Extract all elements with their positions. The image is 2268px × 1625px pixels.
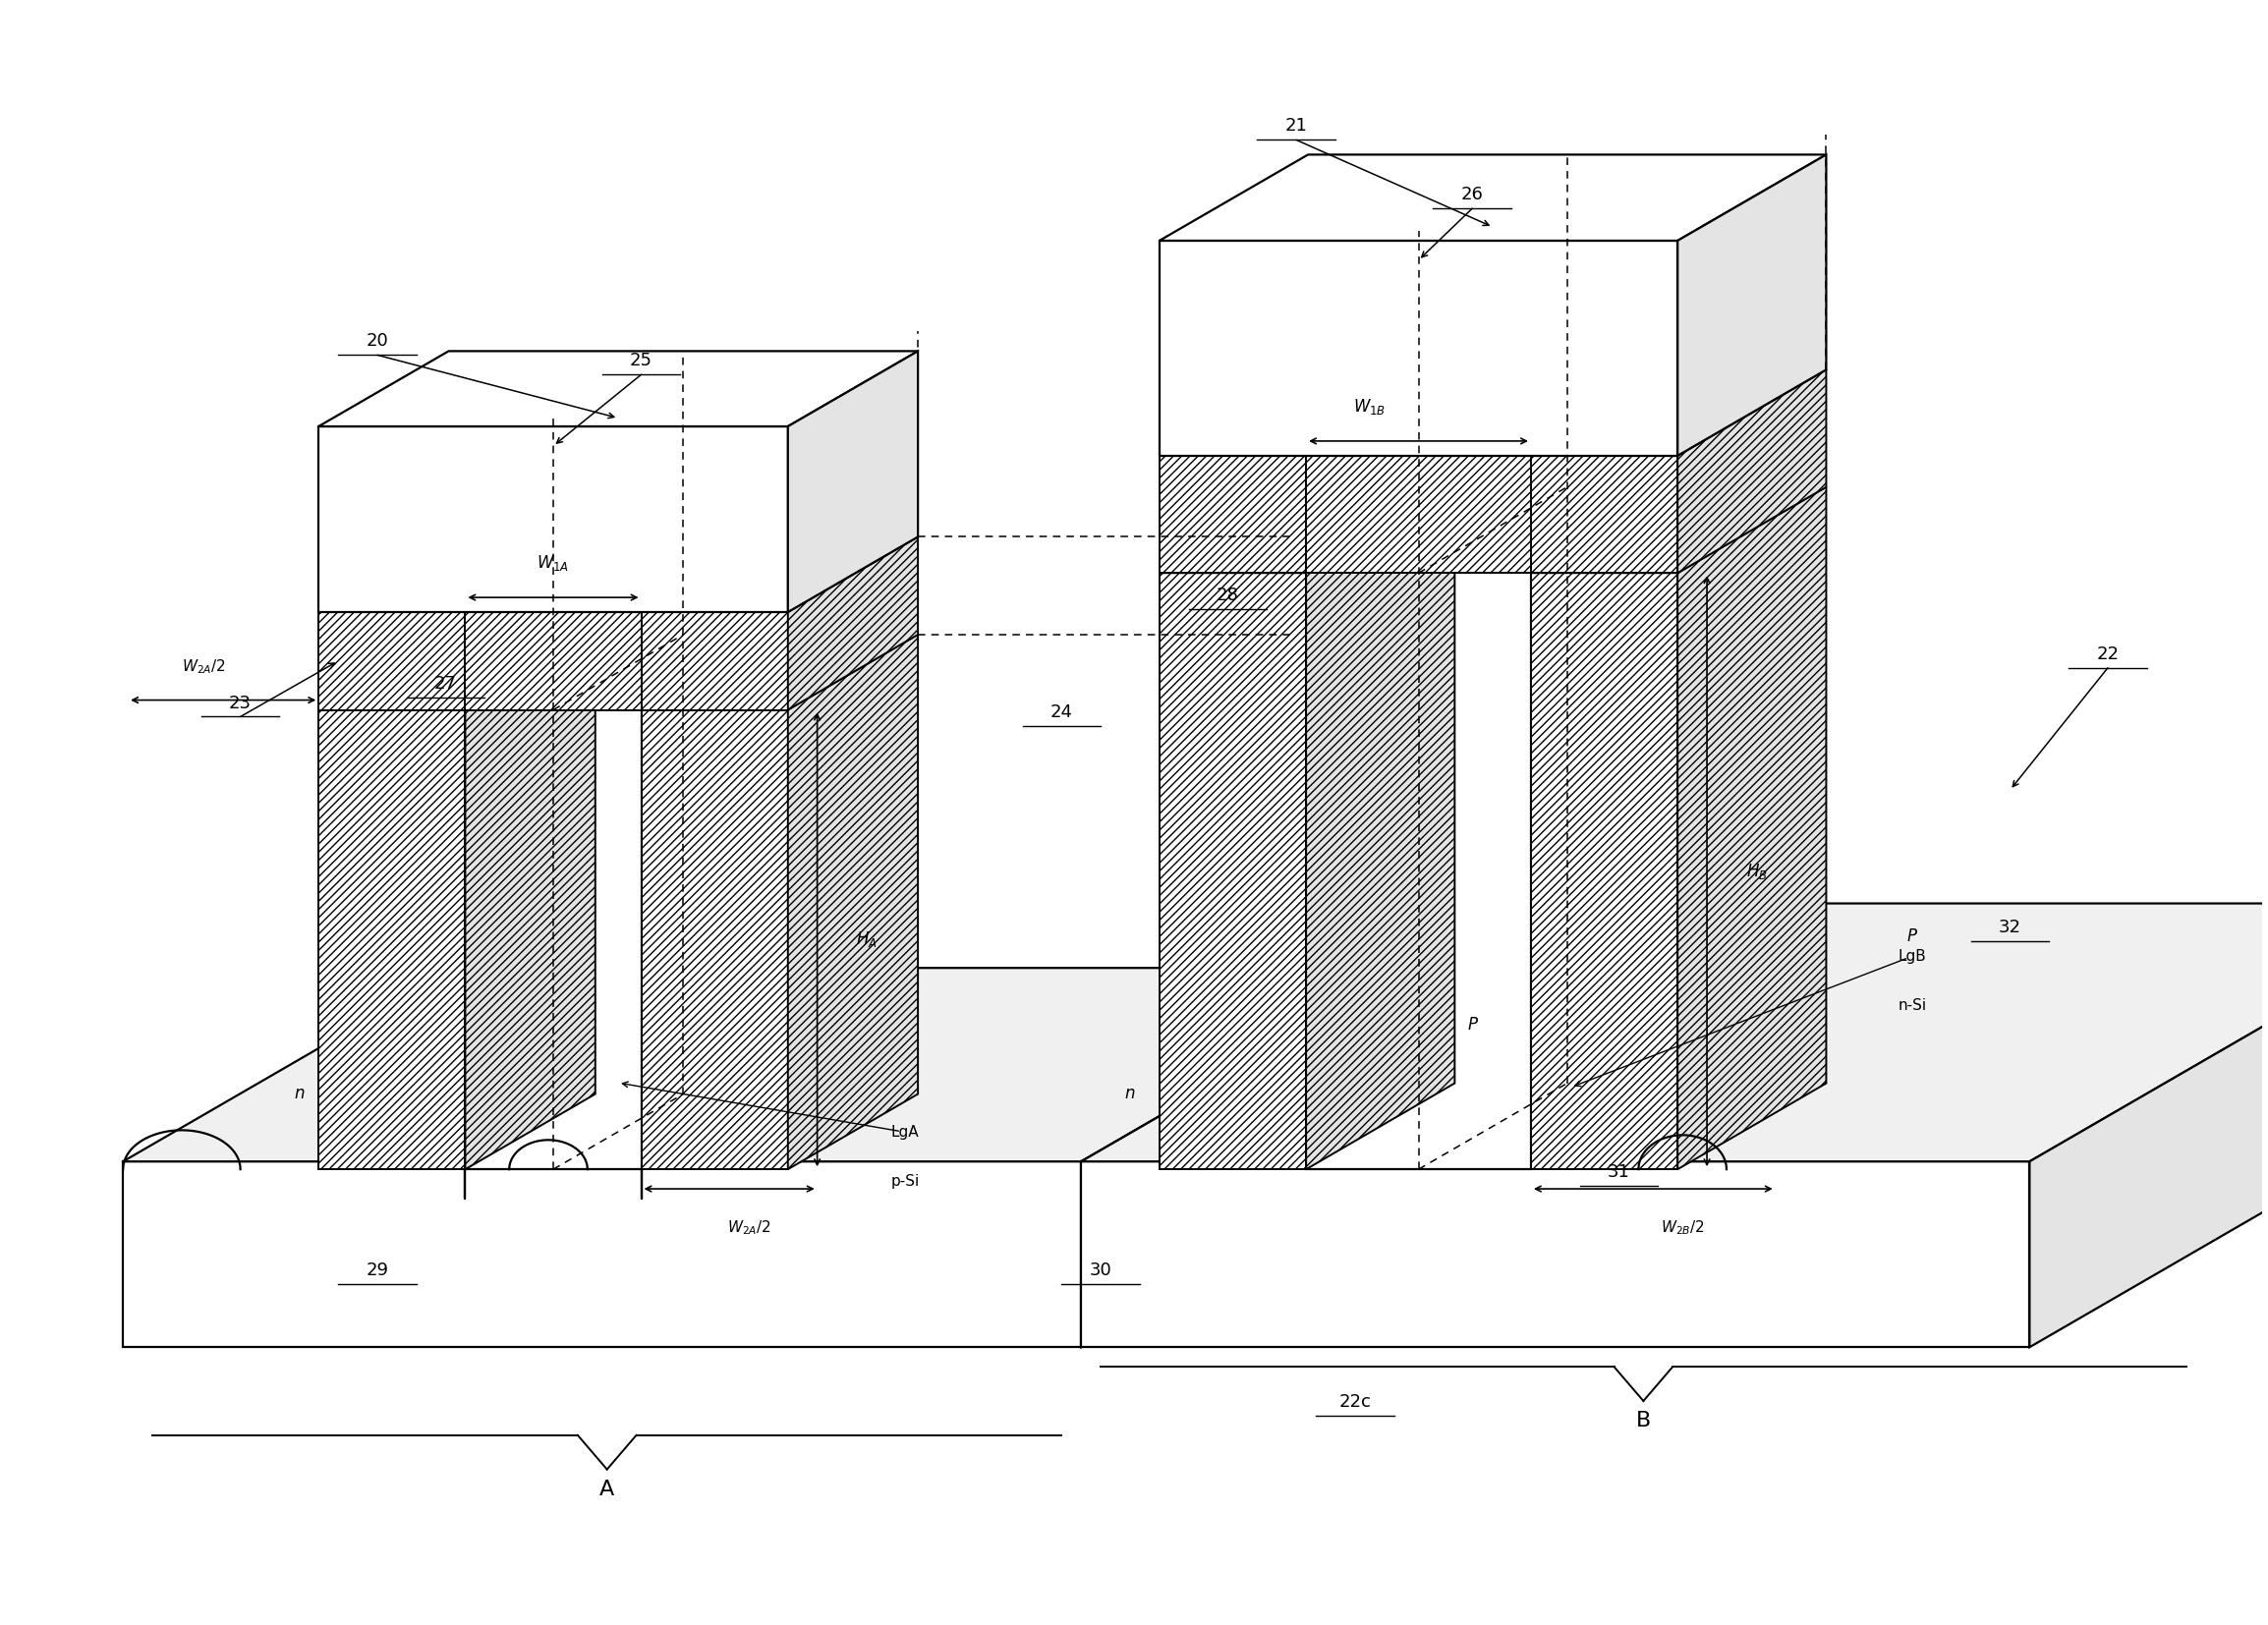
Text: $W_{2B}/2$: $W_{2B}/2$ (1660, 1219, 1703, 1237)
Text: $W_{2A}/2$: $W_{2A}/2$ (181, 656, 225, 676)
Text: n: n (1125, 1084, 1136, 1102)
Polygon shape (1306, 455, 1531, 1170)
Polygon shape (1678, 154, 1826, 455)
Polygon shape (642, 635, 919, 710)
Polygon shape (787, 351, 919, 613)
Polygon shape (1159, 455, 1678, 574)
Polygon shape (1531, 574, 1678, 1170)
Text: LgA: LgA (891, 1124, 919, 1139)
Polygon shape (1159, 240, 1678, 455)
Text: n: n (295, 1084, 304, 1102)
Polygon shape (1159, 154, 1826, 240)
Polygon shape (465, 613, 642, 1170)
Polygon shape (122, 1162, 1082, 1347)
Polygon shape (787, 635, 919, 1170)
Text: 30: 30 (1089, 1261, 1111, 1279)
Polygon shape (2030, 904, 2268, 1347)
Text: B: B (1635, 1410, 1651, 1430)
Polygon shape (1159, 487, 1454, 574)
Polygon shape (318, 426, 787, 613)
Text: n-Si: n-Si (1898, 998, 1926, 1012)
Polygon shape (1082, 968, 1415, 1347)
Text: 25: 25 (631, 353, 653, 369)
Polygon shape (318, 351, 919, 426)
Text: $W_{2A}/2$: $W_{2A}/2$ (728, 1219, 771, 1237)
Polygon shape (1082, 904, 2268, 1162)
Text: 29: 29 (365, 1261, 388, 1279)
Text: 20: 20 (365, 333, 388, 349)
Text: $W_{1B}$: $W_{1B}$ (1354, 396, 1386, 416)
Text: 23: 23 (229, 694, 252, 712)
Polygon shape (318, 710, 465, 1170)
Text: A: A (599, 1479, 615, 1498)
Polygon shape (122, 968, 1415, 1162)
Polygon shape (1531, 487, 1826, 574)
Text: p-Si: p-Si (891, 1173, 919, 1188)
Text: 31: 31 (1608, 1163, 1631, 1181)
Polygon shape (1678, 369, 1826, 574)
Text: 26: 26 (1461, 185, 1483, 203)
Text: 22: 22 (2096, 645, 2118, 663)
Polygon shape (642, 710, 787, 1170)
Text: 24: 24 (1050, 704, 1073, 722)
Polygon shape (1159, 369, 1826, 455)
Text: LgB: LgB (1898, 949, 1926, 964)
Text: 32: 32 (1998, 920, 2021, 936)
Polygon shape (1082, 1162, 2030, 1347)
Text: P: P (1467, 1016, 1476, 1034)
Polygon shape (787, 536, 919, 710)
Polygon shape (1159, 574, 1306, 1170)
Polygon shape (1678, 487, 1826, 1170)
Polygon shape (318, 635, 594, 710)
Text: 28: 28 (1216, 587, 1238, 604)
Polygon shape (1306, 369, 1681, 455)
Polygon shape (318, 613, 787, 710)
Polygon shape (465, 536, 771, 613)
Text: 21: 21 (1286, 117, 1309, 135)
Text: P: P (1907, 928, 1916, 946)
Polygon shape (318, 536, 919, 613)
Text: 22c: 22c (1338, 1393, 1372, 1410)
Text: $H_A$: $H_A$ (857, 929, 878, 949)
Polygon shape (1306, 487, 1454, 1170)
Polygon shape (465, 635, 594, 1170)
Text: $H_B$: $H_B$ (1746, 861, 1767, 881)
Text: 27: 27 (435, 674, 456, 692)
Text: $W_{1A}$: $W_{1A}$ (538, 554, 569, 574)
